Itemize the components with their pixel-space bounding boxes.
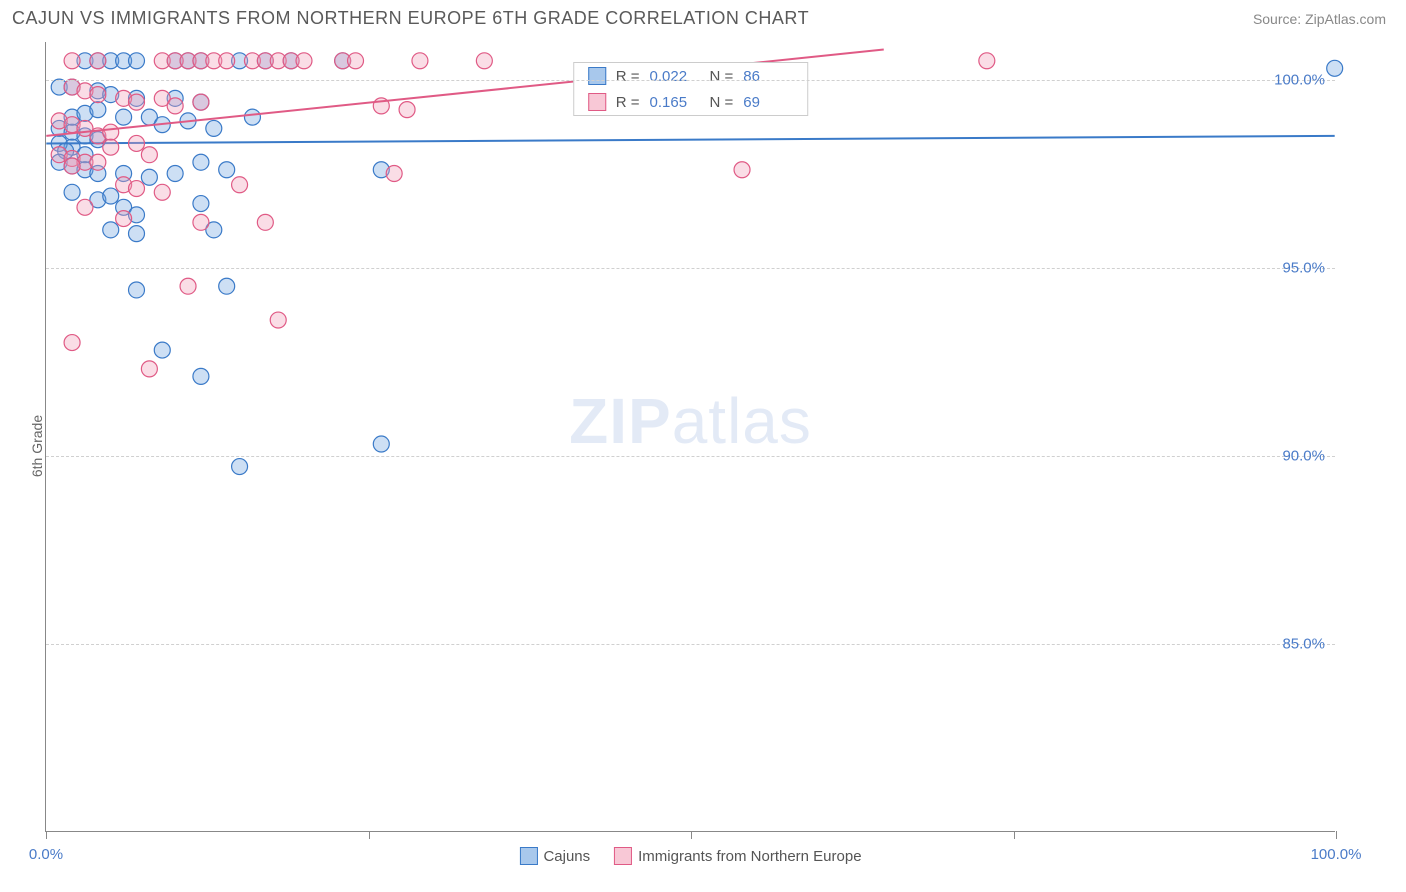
- data-point: [129, 181, 145, 197]
- data-point: [193, 94, 209, 110]
- data-point: [64, 184, 80, 200]
- data-point: [244, 109, 260, 125]
- r-label: R =: [616, 68, 640, 85]
- legend-swatch: [588, 67, 606, 85]
- n-value: 69: [743, 94, 793, 111]
- data-point: [141, 169, 157, 185]
- data-point: [979, 53, 995, 69]
- x-tick: [691, 831, 692, 839]
- data-point: [64, 158, 80, 174]
- correlation-legend: R = 0.022 N = 86 R = 0.165 N = 69: [573, 62, 809, 116]
- data-point: [219, 53, 235, 69]
- gridline: [46, 456, 1335, 457]
- data-point: [129, 53, 145, 69]
- data-point: [167, 166, 183, 182]
- data-point: [90, 53, 106, 69]
- data-point: [219, 278, 235, 294]
- data-point: [103, 139, 119, 155]
- n-label: N =: [710, 68, 734, 85]
- chart-title: CAJUN VS IMMIGRANTS FROM NORTHERN EUROPE…: [12, 8, 809, 29]
- data-point: [167, 98, 183, 114]
- y-tick-label: 85.0%: [1282, 635, 1325, 652]
- data-point: [103, 188, 119, 204]
- y-axis-label: 6th Grade: [29, 415, 45, 477]
- source-label: Source: ZipAtlas.com: [1253, 11, 1386, 27]
- gridline: [46, 644, 1335, 645]
- data-point: [116, 109, 132, 125]
- header: CAJUN VS IMMIGRANTS FROM NORTHERN EUROPE…: [0, 0, 1406, 35]
- x-tick: [369, 831, 370, 839]
- data-point: [90, 154, 106, 170]
- data-point: [270, 312, 286, 328]
- data-point: [141, 147, 157, 163]
- trend-line: [46, 136, 1334, 144]
- x-tick-label: 0.0%: [29, 846, 63, 863]
- data-point: [90, 102, 106, 118]
- y-tick-label: 95.0%: [1282, 259, 1325, 276]
- correlation-row: R = 0.022 N = 86: [574, 63, 808, 89]
- data-point: [206, 120, 222, 136]
- x-tick: [1014, 831, 1015, 839]
- n-value: 86: [743, 68, 793, 85]
- y-tick-label: 90.0%: [1282, 447, 1325, 464]
- data-point: [193, 368, 209, 384]
- gridline: [46, 268, 1335, 269]
- r-value: 0.165: [650, 94, 700, 111]
- legend-swatch: [588, 93, 606, 111]
- chart-area: ZIPatlas R =0.022N =86R =0.165N =69 Caju…: [45, 42, 1335, 832]
- data-point: [373, 436, 389, 452]
- r-value: 0.022: [650, 68, 700, 85]
- legend-label: Immigrants from Northern Europe: [638, 848, 861, 865]
- data-point: [103, 222, 119, 238]
- data-point: [193, 154, 209, 170]
- n-label: N =: [710, 94, 734, 111]
- data-point: [257, 214, 273, 230]
- data-point: [154, 184, 170, 200]
- data-point: [219, 162, 235, 178]
- data-point: [296, 53, 312, 69]
- data-point: [348, 53, 364, 69]
- scatter-plot: [46, 42, 1335, 831]
- bottom-legend: Cajuns Immigrants from Northern Europe: [519, 847, 861, 865]
- data-point: [399, 102, 415, 118]
- legend-item: Cajuns: [519, 847, 590, 865]
- data-point: [129, 94, 145, 110]
- data-point: [193, 196, 209, 212]
- data-point: [90, 87, 106, 103]
- legend-swatch: [519, 847, 537, 865]
- data-point: [232, 177, 248, 193]
- data-point: [734, 162, 750, 178]
- data-point: [154, 342, 170, 358]
- x-tick: [46, 831, 47, 839]
- legend-label: Cajuns: [543, 848, 590, 865]
- legend-swatch: [614, 847, 632, 865]
- data-point: [116, 211, 132, 227]
- data-point: [1327, 60, 1343, 76]
- correlation-row: R = 0.165 N = 69: [574, 89, 808, 115]
- r-label: R =: [616, 94, 640, 111]
- data-point: [129, 226, 145, 242]
- data-point: [180, 278, 196, 294]
- gridline: [46, 80, 1335, 81]
- y-tick-label: 100.0%: [1274, 71, 1325, 88]
- data-point: [64, 335, 80, 351]
- data-point: [193, 214, 209, 230]
- data-point: [103, 124, 119, 140]
- data-point: [64, 53, 80, 69]
- data-point: [412, 53, 428, 69]
- data-point: [77, 199, 93, 215]
- data-point: [129, 282, 145, 298]
- legend-item: Immigrants from Northern Europe: [614, 847, 861, 865]
- data-point: [476, 53, 492, 69]
- x-tick-label: 100.0%: [1311, 846, 1362, 863]
- data-point: [232, 459, 248, 475]
- data-point: [129, 135, 145, 151]
- x-tick: [1336, 831, 1337, 839]
- data-point: [386, 166, 402, 182]
- data-point: [141, 361, 157, 377]
